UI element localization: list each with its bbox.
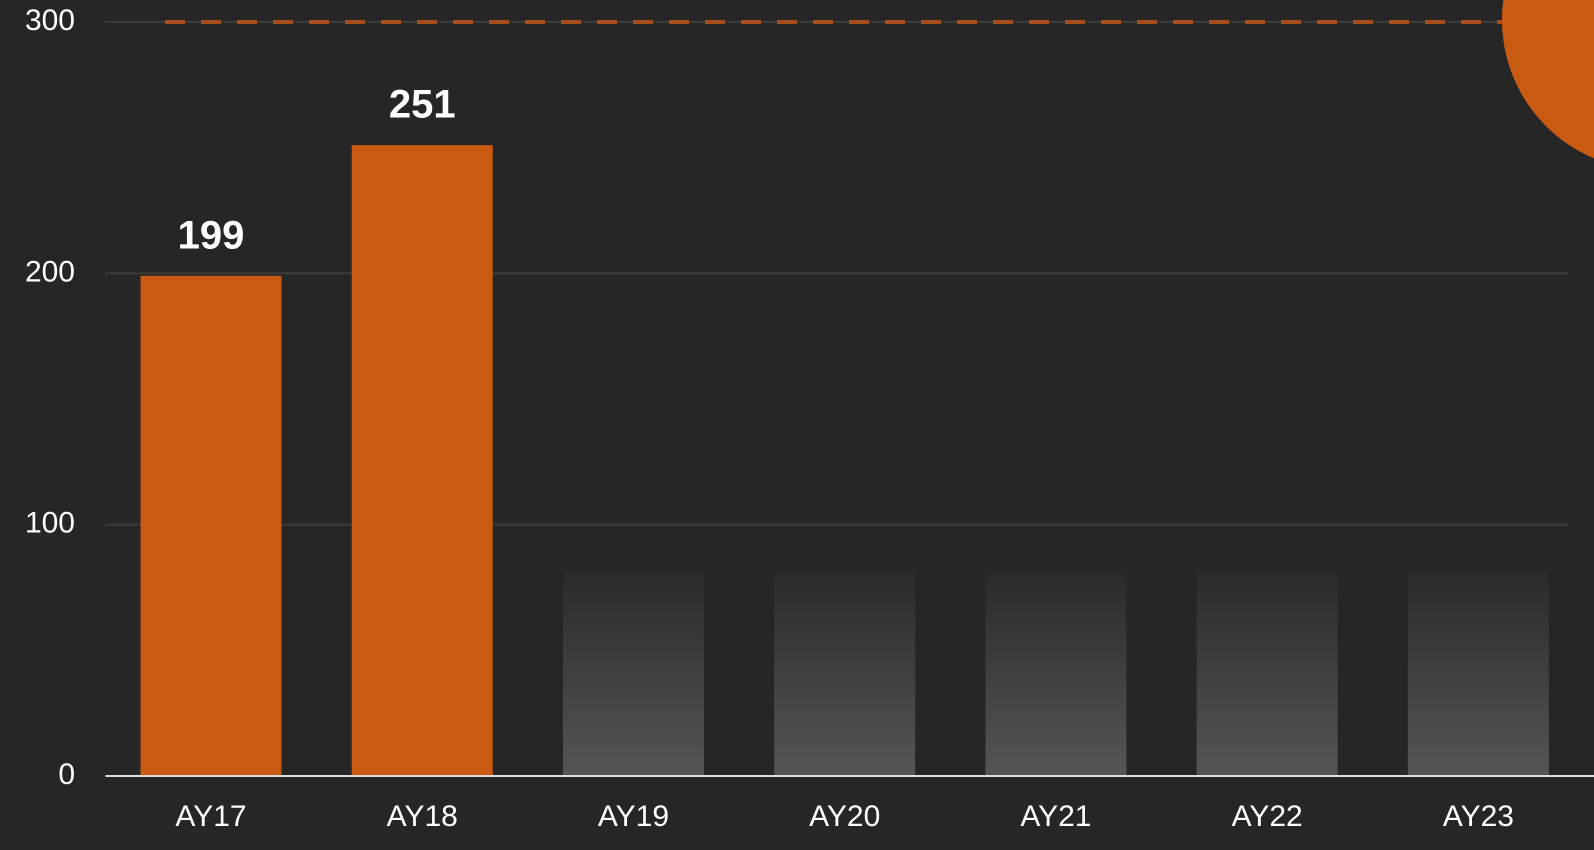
placeholder-bar	[1196, 570, 1338, 776]
bar	[351, 145, 493, 777]
x-tick-label: AY17	[175, 800, 246, 833]
y-tick-label: 100	[25, 507, 75, 540]
value-label: 251	[389, 83, 456, 127]
x-tick-label: AY22	[1232, 800, 1303, 833]
placeholder-bar	[774, 570, 916, 776]
value-label: 199	[178, 213, 245, 257]
x-tick-label: AY23	[1443, 800, 1514, 833]
x-tick-label: AY18	[387, 800, 458, 833]
placeholder-bar	[562, 570, 704, 776]
y-tick-label: 200	[25, 255, 75, 288]
y-tick-label: 300	[25, 4, 75, 37]
x-tick-label: AY21	[1020, 800, 1091, 833]
placeholder-bar	[1407, 570, 1549, 776]
y-tick-label: 0	[58, 758, 75, 791]
bar	[140, 275, 282, 776]
placeholder-bar	[985, 570, 1127, 776]
x-tick-label: AY20	[809, 800, 880, 833]
decoration-circle	[1502, 0, 1594, 159]
x-tick-label: AY19	[598, 800, 669, 833]
